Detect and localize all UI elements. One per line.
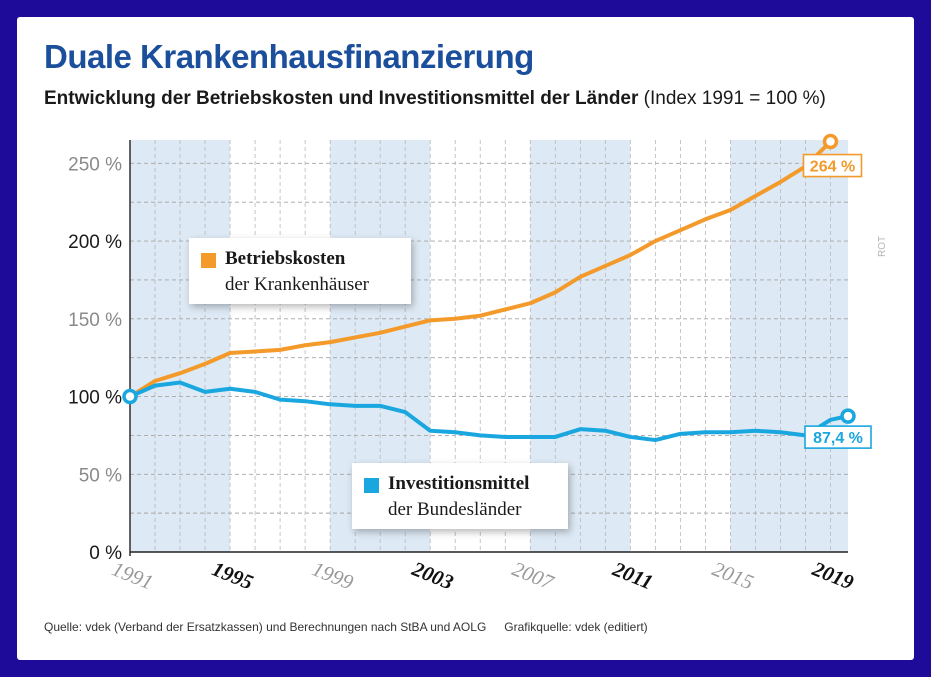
- x-tick-label: 2007: [509, 557, 558, 596]
- start-marker: [122, 388, 138, 405]
- y-tick-label: 50 %: [79, 465, 122, 486]
- chart-title: Duale Krankenhausfinanzierung: [44, 38, 534, 75]
- x-tick-label: 2015: [709, 557, 757, 595]
- end-label-box: [802, 153, 863, 178]
- legend-label-line2: der Bundesländer: [388, 499, 522, 520]
- y-tick-label: 100 %: [68, 388, 122, 409]
- x-tick-label: 2019: [808, 556, 857, 595]
- end-value-label: 87,4 %: [813, 430, 863, 447]
- legend-label-line1: Betriebskosten: [225, 248, 346, 269]
- legend-investitionsmittel: Investitionsmittel der Bundesländer: [352, 463, 568, 529]
- chart-subtitle: Entwicklung der Betriebskosten und Inves…: [44, 88, 826, 110]
- end-marker: [822, 133, 839, 150]
- legend-swatch-orange: [201, 253, 216, 268]
- subtitle-note: (Index 1991 = 100 %): [643, 88, 826, 109]
- legend-swatch-blue: [364, 478, 379, 493]
- legend-betriebskosten: Betriebskosten der Krankenhäuser: [189, 238, 411, 304]
- y-tick-label: 200 %: [68, 232, 122, 253]
- y-tick-label: 0 %: [89, 543, 122, 564]
- source-footer: Quelle: vdek (Verband der Ersatzkassen) …: [44, 620, 648, 634]
- x-tick-label: 2003: [408, 556, 457, 594]
- series-line-betriebskosten: [128, 139, 833, 399]
- series-line-investitionsmittel: [128, 380, 850, 443]
- legend-label-line2: der Krankenhäuser: [225, 274, 370, 295]
- shaded-band: [730, 140, 848, 552]
- x-tick-label: 1991: [109, 557, 157, 595]
- source-text: Quelle: vdek (Verband der Ersatzkassen) …: [44, 620, 487, 634]
- graphic-credit: Grafikquelle: vdek (editiert): [504, 620, 648, 634]
- x-tick-label: 1995: [209, 557, 257, 595]
- end-marker: [840, 408, 856, 424]
- legend-label-line1: Investitionsmittel: [388, 473, 530, 494]
- y-tick-label: 250 %: [68, 154, 122, 175]
- end-label-box: [804, 425, 872, 449]
- side-credit: ROT: [877, 235, 888, 257]
- x-tick-label: 1999: [309, 557, 357, 595]
- end-value-label: 264 %: [810, 159, 855, 176]
- x-tick-label: 2011: [609, 556, 657, 594]
- y-tick-label: 150 %: [68, 310, 122, 331]
- subtitle-main: Entwicklung der Betriebskosten und Inves…: [44, 88, 639, 109]
